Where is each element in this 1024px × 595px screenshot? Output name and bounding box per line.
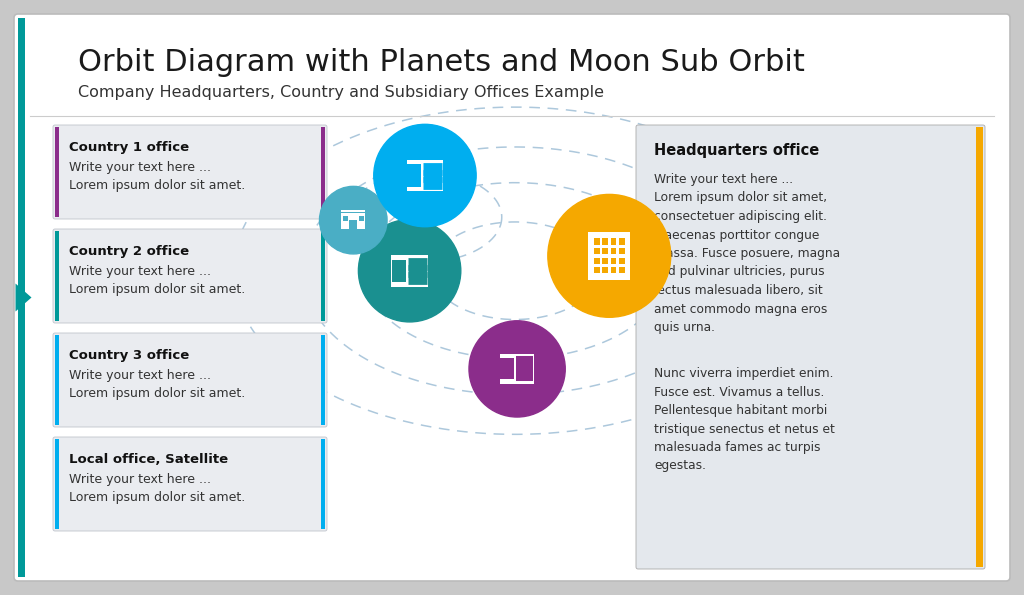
Text: Company Headquarters, Country and Subsidiary Offices Example: Company Headquarters, Country and Subsid… bbox=[78, 85, 604, 100]
Bar bbox=[408, 164, 421, 187]
Bar bbox=[602, 239, 608, 245]
Text: Nunc viverra imperdiet enim.
Fusce est. Vivamus a tellus.
Pellentesque habitant : Nunc viverra imperdiet enim. Fusce est. … bbox=[654, 367, 835, 472]
Bar bbox=[618, 258, 625, 264]
Bar bbox=[976, 127, 983, 567]
Circle shape bbox=[548, 195, 671, 317]
FancyBboxPatch shape bbox=[53, 125, 327, 219]
Circle shape bbox=[319, 186, 387, 254]
Text: Country 3 office: Country 3 office bbox=[69, 349, 189, 362]
Bar bbox=[18, 18, 25, 577]
Text: Write your text here ...
Lorem ipsum dolor sit amet,
consectetuer adipiscing eli: Write your text here ... Lorem ipsum dol… bbox=[654, 173, 840, 334]
Circle shape bbox=[469, 321, 565, 417]
Bar bbox=[610, 258, 616, 264]
Bar bbox=[343, 216, 348, 221]
Bar bbox=[602, 267, 608, 273]
Bar bbox=[321, 335, 325, 425]
FancyBboxPatch shape bbox=[636, 125, 985, 569]
Text: Country 1 office: Country 1 office bbox=[69, 141, 189, 154]
Bar bbox=[610, 239, 616, 245]
Text: Headquarters office: Headquarters office bbox=[654, 143, 819, 158]
FancyBboxPatch shape bbox=[53, 437, 327, 531]
Bar bbox=[602, 258, 608, 264]
Bar bbox=[618, 239, 625, 245]
Circle shape bbox=[358, 220, 461, 322]
FancyBboxPatch shape bbox=[407, 159, 443, 192]
Bar bbox=[321, 127, 325, 217]
Polygon shape bbox=[15, 283, 32, 312]
Text: Write your text here ...
Lorem ipsum dolor sit amet.: Write your text here ... Lorem ipsum dol… bbox=[69, 265, 246, 296]
FancyBboxPatch shape bbox=[341, 214, 366, 229]
Bar bbox=[321, 231, 325, 321]
Bar bbox=[618, 267, 625, 273]
Bar bbox=[501, 358, 514, 380]
Bar bbox=[610, 267, 616, 273]
Bar bbox=[594, 239, 600, 245]
FancyBboxPatch shape bbox=[391, 255, 428, 287]
Bar bbox=[618, 248, 625, 254]
Bar bbox=[610, 248, 616, 254]
FancyBboxPatch shape bbox=[14, 14, 1010, 581]
Circle shape bbox=[374, 124, 476, 227]
FancyBboxPatch shape bbox=[589, 232, 630, 280]
Bar bbox=[55, 231, 59, 321]
FancyBboxPatch shape bbox=[500, 354, 535, 384]
FancyBboxPatch shape bbox=[53, 333, 327, 427]
FancyBboxPatch shape bbox=[53, 229, 327, 323]
Bar bbox=[602, 248, 608, 254]
Bar bbox=[321, 439, 325, 529]
Text: Write your text here ...
Lorem ipsum dolor sit amet.: Write your text here ... Lorem ipsum dol… bbox=[69, 161, 246, 193]
Bar bbox=[392, 259, 406, 282]
Text: Orbit Diagram with Planets and Moon Sub Orbit: Orbit Diagram with Planets and Moon Sub … bbox=[78, 48, 805, 77]
Bar bbox=[55, 127, 59, 217]
Text: Write your text here ...
Lorem ipsum dolor sit amet.: Write your text here ... Lorem ipsum dol… bbox=[69, 369, 246, 400]
Bar bbox=[594, 258, 600, 264]
Bar bbox=[341, 210, 366, 214]
Text: Local office, Satellite: Local office, Satellite bbox=[69, 453, 228, 466]
Bar bbox=[55, 335, 59, 425]
Text: Country 2 office: Country 2 office bbox=[69, 245, 189, 258]
Bar bbox=[358, 216, 364, 221]
Bar bbox=[594, 267, 600, 273]
Text: Write your text here ...
Lorem ipsum dolor sit amet.: Write your text here ... Lorem ipsum dol… bbox=[69, 473, 246, 505]
Bar bbox=[594, 248, 600, 254]
FancyBboxPatch shape bbox=[349, 220, 357, 229]
Bar bbox=[55, 439, 59, 529]
Bar bbox=[341, 212, 366, 214]
